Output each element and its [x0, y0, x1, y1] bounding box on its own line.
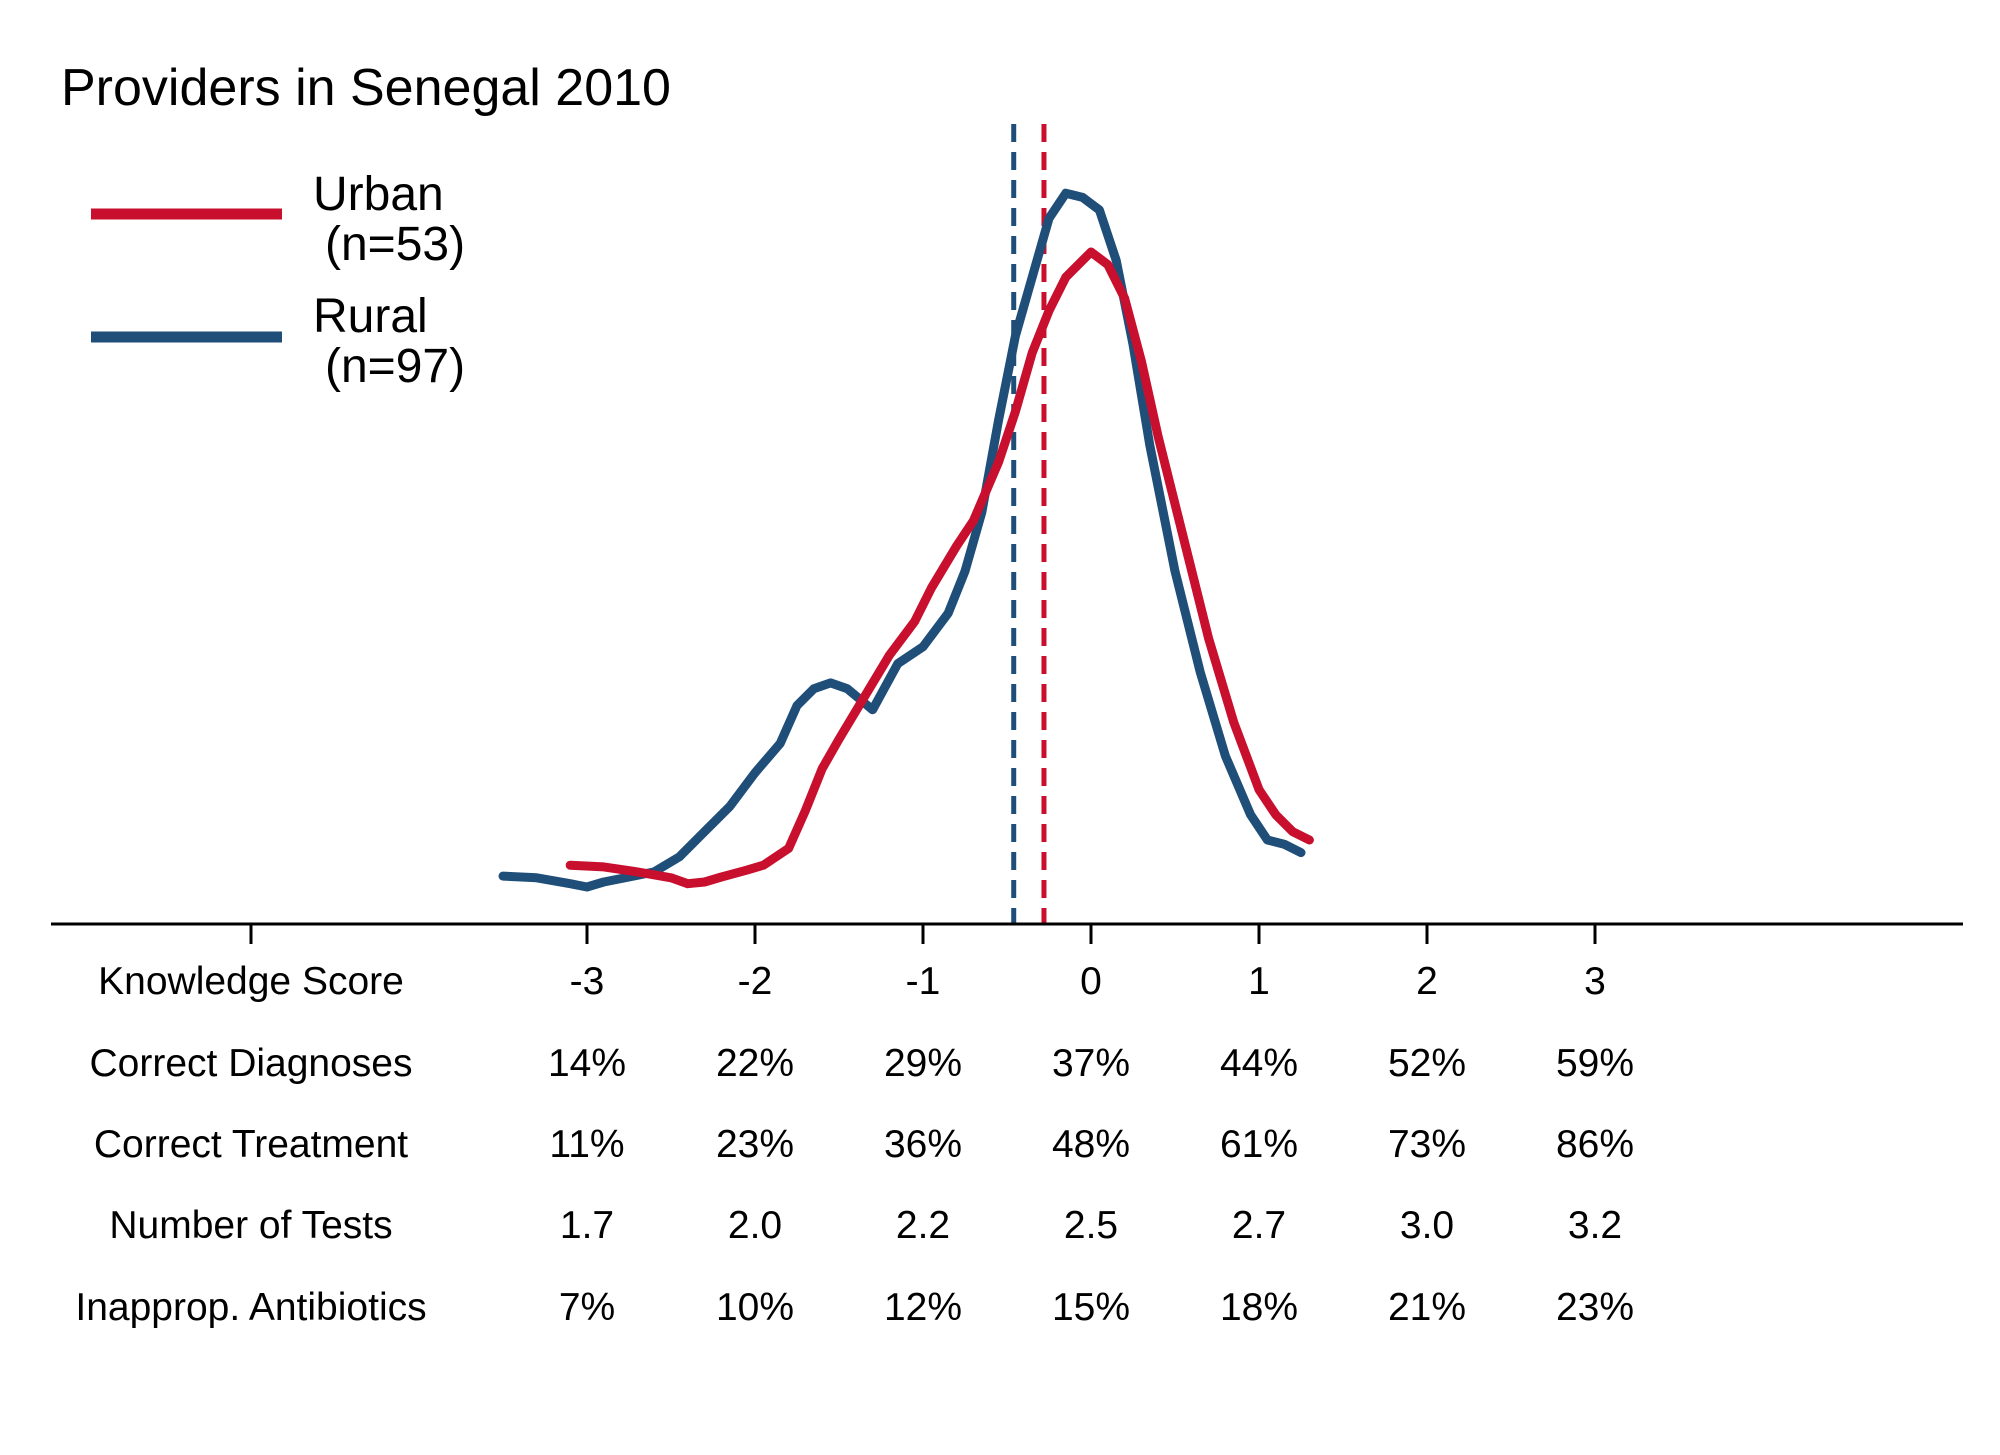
x-axis-ticks: [249, 924, 1597, 944]
table-row-label: Knowledge Score: [98, 960, 404, 1003]
x-tick-label: -3: [570, 960, 605, 1003]
table-row-label: Number of Tests: [109, 1204, 392, 1247]
x-tick-label: 1: [1248, 960, 1270, 1003]
table-cell: 23%: [1556, 1286, 1634, 1329]
table-cell: 3.0: [1400, 1204, 1454, 1247]
table-cell: 11%: [549, 1123, 624, 1166]
table-cell: 37%: [1052, 1042, 1130, 1085]
table-cell: 48%: [1052, 1123, 1130, 1166]
x-tick-label: 3: [1584, 960, 1606, 1003]
legend-n-urban: (n=53): [325, 218, 465, 271]
table-cell: 14%: [548, 1042, 626, 1085]
legend: Urban (n=53) Rural (n=97): [91, 168, 465, 393]
table-cell: 36%: [884, 1123, 962, 1166]
x-tick-label: 2: [1416, 960, 1438, 1003]
table-cell: 12%: [884, 1286, 962, 1329]
table-cell: 7%: [559, 1286, 615, 1329]
x-tick-label: -1: [906, 960, 941, 1003]
table-row-label: Inapprop. Antibiotics: [75, 1286, 426, 1329]
table-cell: 73%: [1388, 1123, 1466, 1166]
table-cell: 3.2: [1568, 1204, 1622, 1247]
table-cell: 2.7: [1232, 1204, 1286, 1247]
outcome-table: Knowledge Score -3 -2 -1 0 1 2 3 Correct Diagnos…: [75, 960, 1634, 1329]
table-cell: 29%: [884, 1042, 962, 1085]
legend-n-rural: (n=97): [325, 340, 465, 393]
table-cell: 61%: [1220, 1123, 1298, 1166]
table-cell: 52%: [1388, 1042, 1466, 1085]
table-cell: 86%: [1556, 1123, 1634, 1166]
table-cell: 2.5: [1064, 1204, 1118, 1247]
table-cell: 23%: [716, 1123, 794, 1166]
x-tick-label: 0: [1080, 960, 1102, 1003]
table-cell: 2.2: [896, 1204, 950, 1247]
table-cell: 44%: [1220, 1042, 1298, 1085]
legend-label-rural: Rural: [313, 290, 428, 343]
table-cell: 2.0: [728, 1204, 782, 1247]
table-cell: 21%: [1388, 1286, 1466, 1329]
legend-label-urban: Urban: [313, 168, 444, 221]
table-row-label: Correct Treatment: [94, 1123, 408, 1166]
table-cell: 1.7: [560, 1204, 614, 1247]
x-tick-label: -2: [738, 960, 773, 1003]
table-cell: 15%: [1052, 1286, 1130, 1329]
density-curve-urban: [565, 247, 1314, 889]
plot-area: [498, 124, 1314, 924]
table-cell: 18%: [1220, 1286, 1298, 1329]
density-curve-rural: [498, 188, 1306, 892]
table-cell: 22%: [716, 1042, 794, 1085]
table-cell: 10%: [716, 1286, 794, 1329]
chart-title: Providers in Senegal 2010: [61, 59, 671, 117]
table-cell: 59%: [1556, 1042, 1634, 1085]
table-row-label: Correct Diagnoses: [90, 1042, 413, 1085]
